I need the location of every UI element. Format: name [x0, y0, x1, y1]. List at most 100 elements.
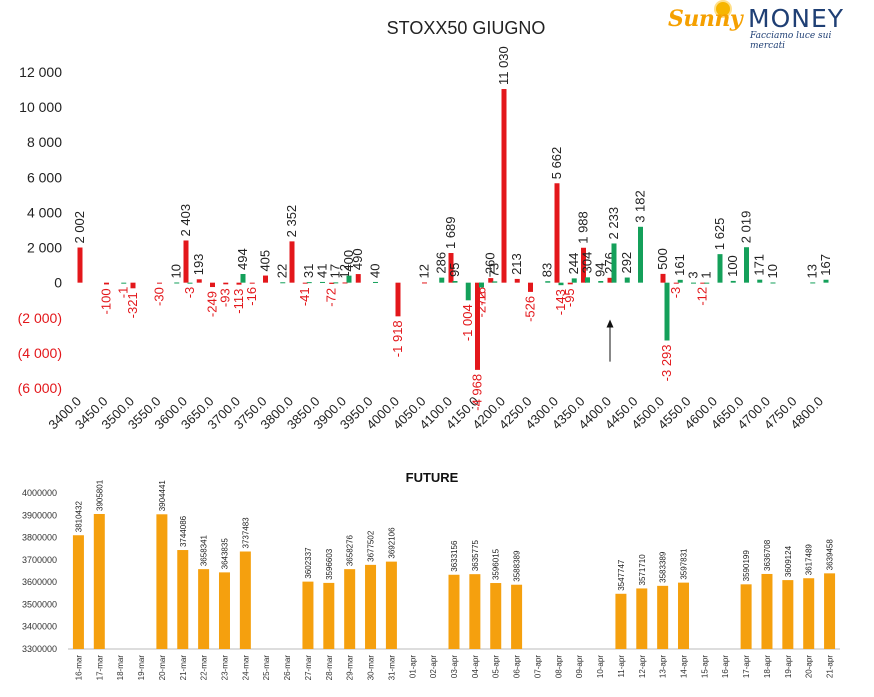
future-x-tick-label: 17-mar [95, 655, 104, 681]
red-series-bar [130, 282, 136, 289]
future-bar [72, 535, 84, 649]
green-series-bar [373, 281, 378, 283]
green-series-data-label: 13 [805, 264, 820, 278]
future-bar [657, 585, 669, 649]
red-series-bar [501, 89, 507, 283]
future-x-tick-label: 18-mar [116, 655, 125, 681]
sunny-money-logo: Sunny MONEY Facciamo luce sui mercati [668, 2, 868, 51]
logo-tagline: Facciamo luce sui mercati [750, 31, 832, 51]
future-bar [469, 574, 481, 649]
red-series-data-label: -12 [695, 287, 710, 306]
red-series-data-label: -526 [523, 296, 538, 322]
future-x-tick-label: 19-apr [784, 655, 793, 678]
red-series-bar [422, 282, 427, 284]
future-x-tick-label: 27-mar [304, 655, 313, 681]
red-series-data-label: 2 352 [284, 205, 299, 238]
future-x-tick-label: 21-mar [179, 655, 188, 681]
logo-money-text: MONEY [748, 4, 845, 33]
future-data-label: 3658276 [346, 534, 355, 566]
future-data-label: 3677502 [367, 530, 376, 562]
future-x-tick-label: 08-apr [554, 655, 563, 678]
red-series-data-label: 193 [191, 254, 206, 276]
y-tick-label: (2 000) [18, 310, 62, 326]
y-tick-label: 4 000 [27, 204, 62, 220]
green-series-bar [598, 281, 604, 283]
green-series-data-label: 171 [752, 254, 767, 276]
green-series-bar [585, 277, 590, 283]
future-bar [740, 584, 752, 649]
future-x-tick-label: 04-apr [471, 655, 480, 678]
green-series-bar [677, 279, 683, 283]
future-data-label: 3602337 [304, 547, 313, 579]
future-x-tick-label: 28-mar [325, 655, 334, 681]
future-x-tick-label: 17-apr [742, 655, 751, 678]
y-tick-label: 6 000 [27, 169, 62, 185]
green-series-data-label: 1 625 [712, 218, 727, 251]
future-bar [636, 588, 648, 649]
red-series-bar [581, 247, 586, 283]
future-x-tick-label: 21-apr [826, 655, 835, 678]
red-series-bar [183, 240, 189, 283]
future-x-tick-label: 12-apr [638, 655, 647, 678]
red-series-bar [196, 279, 202, 283]
future-y-tick-label: 3500000 [22, 599, 57, 609]
future-data-label: 3609124 [784, 545, 793, 577]
future-x-tick-label: 22-mar [200, 655, 209, 681]
red-series-data-label: -4 968 [470, 374, 485, 411]
green-series-bar [492, 281, 498, 283]
green-series-data-label: -1 [116, 287, 131, 299]
future-x-tick-label: 02-apr [429, 655, 438, 678]
red-series-data-label: -321 [125, 292, 140, 318]
red-series-data-label: -93 [218, 288, 233, 307]
future-bar [177, 550, 189, 649]
red-series-data-label: -100 [99, 288, 114, 314]
y-tick-label: 8 000 [27, 134, 62, 150]
future-chart-title: FUTURE [406, 470, 459, 485]
red-series-bar [528, 282, 533, 292]
future-bar [365, 564, 377, 649]
green-series-data-label: 3 [686, 271, 701, 278]
green-series-data-label: -272 [474, 291, 489, 317]
sun-icon [716, 2, 730, 16]
future-x-tick-label: 01-apr [408, 655, 417, 678]
y-tick-label: 12 000 [19, 64, 62, 80]
red-series-data-label: 5 662 [549, 147, 564, 180]
green-series-bar [638, 226, 643, 283]
red-series-data-label: 12 [417, 264, 432, 278]
green-series-bar [757, 279, 763, 283]
future-x-tick-label: 20-apr [805, 655, 814, 678]
future-data-label: 3744086 [179, 515, 188, 547]
red-series-bar [554, 183, 560, 283]
red-series-bar [567, 282, 573, 285]
y-tick-label: (6 000) [18, 380, 62, 396]
future-data-label: 3658341 [200, 534, 209, 566]
future-bar [198, 569, 210, 649]
future-bar [156, 514, 168, 649]
red-series-data-label: -95 [562, 288, 577, 307]
future-x-tick-label: 15-apr [700, 655, 709, 678]
green-series-bar [240, 273, 246, 283]
green-series-bar [320, 281, 325, 283]
green-series-data-label: 73 [487, 263, 502, 277]
green-series-data-label: 94 [593, 263, 608, 277]
green-series-data-label: 292 [619, 252, 634, 274]
future-bar [344, 569, 356, 649]
future-x-tick-label: 25-mar [262, 655, 271, 681]
green-series-bar [333, 282, 339, 284]
green-series-data-label: 167 [818, 254, 833, 276]
future-x-tick-label: 11-apr [617, 655, 626, 678]
future-bar [490, 583, 502, 649]
red-series-bar [263, 275, 268, 283]
red-series-bar [104, 282, 109, 285]
red-series-bar [77, 247, 83, 283]
green-series-data-label: 3 182 [633, 190, 648, 223]
future-y-tick-label: 3400000 [22, 622, 57, 632]
future-x-tick-label: 18-apr [763, 655, 772, 678]
red-series-data-label: 11 030 [496, 46, 511, 85]
red-series-bar [223, 282, 229, 285]
green-series-bar [465, 282, 471, 301]
future-x-tick-label: 05-apr [492, 655, 501, 678]
red-series-bar [448, 253, 454, 283]
green-series-bar [717, 254, 723, 283]
